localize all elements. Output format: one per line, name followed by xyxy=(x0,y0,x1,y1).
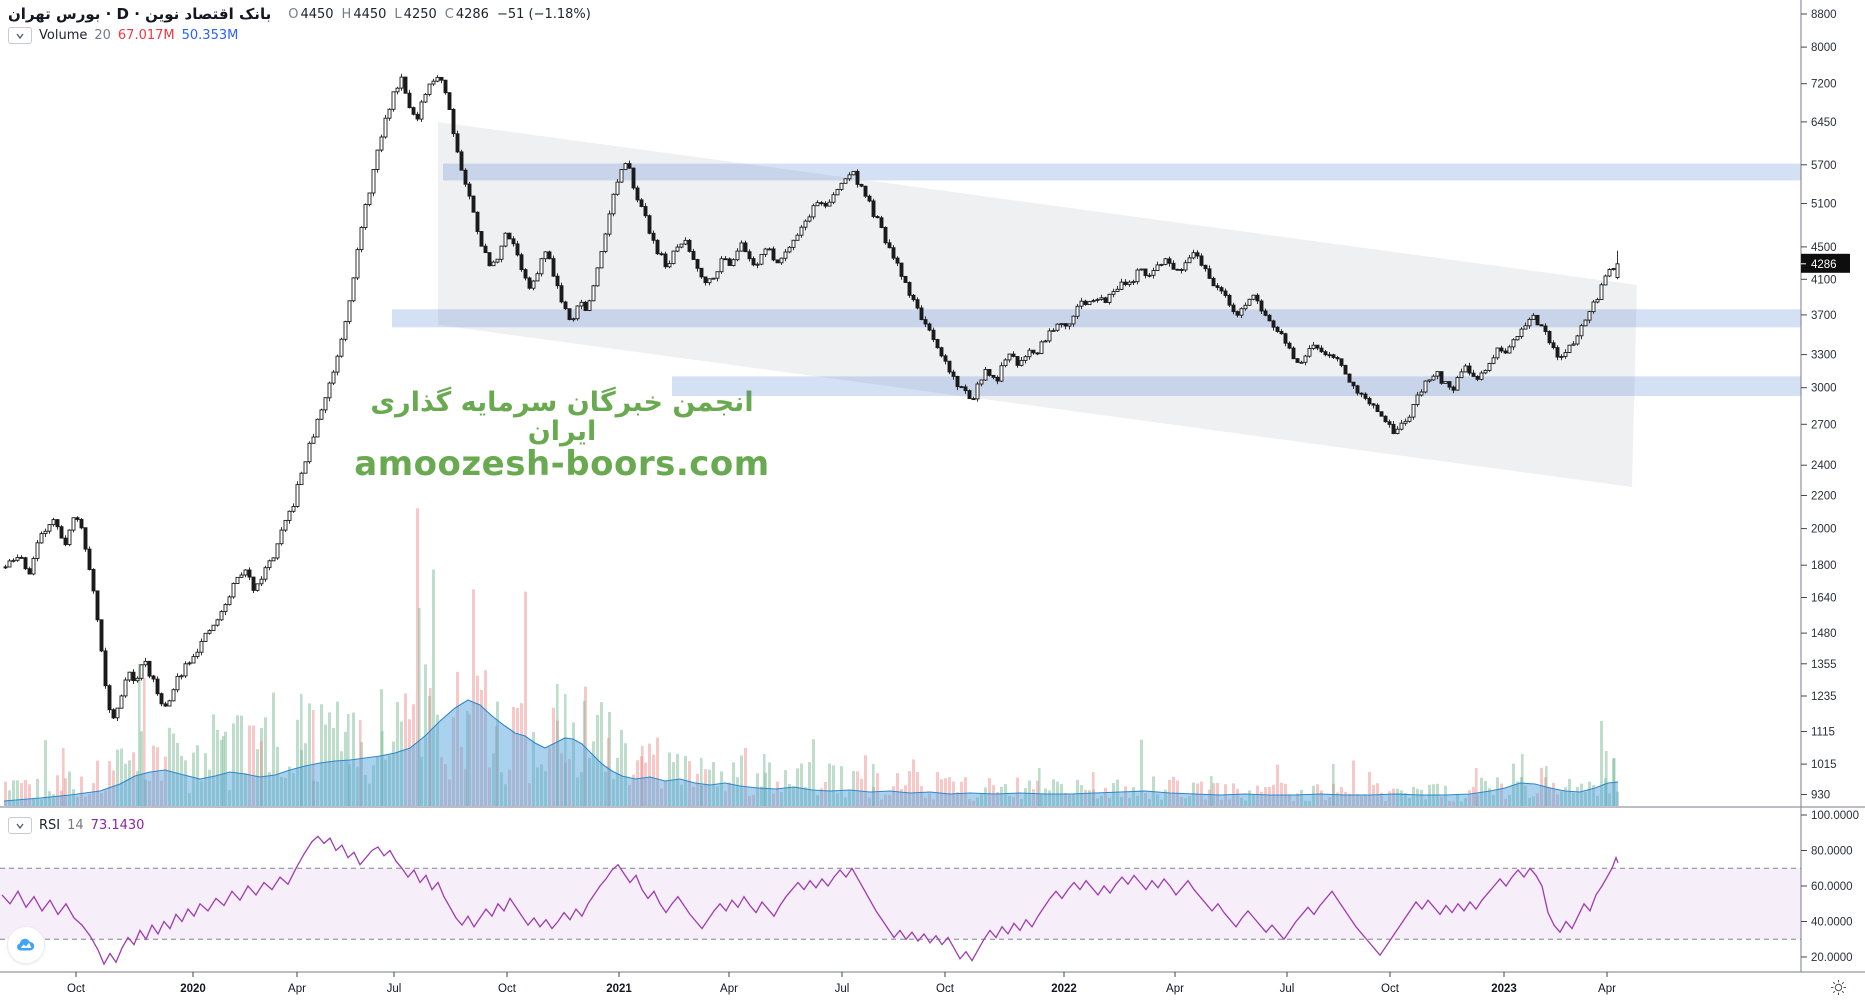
rsi-collapse-button[interactable] xyxy=(8,817,32,834)
price-tick-label: 930 xyxy=(1811,790,1830,802)
volume-ma-value: 50.353M xyxy=(181,28,239,43)
price-tick-label: 2000 xyxy=(1811,524,1837,536)
time-tick-label: Oct xyxy=(936,983,955,995)
price-tick-label: 5100 xyxy=(1811,199,1837,211)
price-tick-label: 3700 xyxy=(1811,310,1837,322)
time-tick-label: Apr xyxy=(720,983,738,995)
price-tick-label: 7200 xyxy=(1811,79,1837,91)
rsi-tick-label: 40.0000 xyxy=(1811,917,1853,929)
watermark: انجمن خبرگان سرمایه گذاری ایران amoozesh… xyxy=(352,388,772,483)
volume-bars xyxy=(4,508,1619,806)
rsi-line xyxy=(1,835,1619,966)
support-resistance-band-1[interactable] xyxy=(443,163,1801,181)
time-tick-label: 2022 xyxy=(1051,983,1077,995)
price-tick-label: 6450 xyxy=(1811,117,1837,129)
time-tick-label: Oct xyxy=(498,983,517,995)
time-tick-label: Oct xyxy=(1381,983,1400,995)
time-scale[interactable]: Oct 2020 Apr Jul Oct 2021 Apr Jul Oct 2022 Apr Jul O… xyxy=(67,972,1616,995)
volume-param: 20 xyxy=(94,28,111,43)
time-tick-label: 2021 xyxy=(606,983,632,995)
rsi-tick-label: 20.0000 xyxy=(1811,952,1853,964)
price-tick-label: 2400 xyxy=(1811,460,1837,472)
sun-settings-icon xyxy=(1830,979,1846,995)
support-resistance-band-3[interactable] xyxy=(672,376,1801,396)
time-tick-label: Apr xyxy=(1598,983,1616,995)
site-logo-button[interactable] xyxy=(7,926,45,964)
close-value: 4286 xyxy=(455,6,489,22)
time-tick-label: Jul xyxy=(835,983,850,995)
last-price-badge: 4286 xyxy=(1801,253,1850,273)
rsi-band-fill xyxy=(0,868,1801,940)
volume-ma-line xyxy=(3,699,1619,802)
time-axis-settings-button[interactable] xyxy=(1826,977,1850,997)
price-tick-label: 3000 xyxy=(1811,383,1837,395)
ohlc-values: O 4450 H 4450 L 4250 C 4286 −51 (−1.18%) xyxy=(288,7,591,22)
price-tick-label: 2700 xyxy=(1811,419,1837,431)
price-tick-label: 4500 xyxy=(1811,242,1837,254)
rsi-tick-label: 80.0000 xyxy=(1811,846,1853,858)
time-tick-label: 2023 xyxy=(1491,983,1517,995)
rsi-label: RSI xyxy=(39,818,61,833)
price-tick-label: 1235 xyxy=(1811,691,1837,703)
price-tick-label: 1800 xyxy=(1811,560,1837,572)
high-label: H xyxy=(341,6,352,22)
chevron-down-icon xyxy=(16,823,24,829)
open-label: O xyxy=(288,6,299,22)
symbol-title[interactable]: بانک اقتصاد نوین · D · بورس تهران xyxy=(8,5,272,23)
price-tick-label: 4100 xyxy=(1811,274,1837,286)
price-tick-label: 2200 xyxy=(1811,491,1837,503)
rsi-value: 73.1430 xyxy=(90,818,145,833)
low-label: L xyxy=(394,6,402,22)
price-tick-label: 1480 xyxy=(1811,628,1837,640)
candlestick-series xyxy=(3,73,1620,721)
volume-value: 67.017M xyxy=(117,28,175,43)
open-value: 4450 xyxy=(300,6,334,22)
chevron-down-icon xyxy=(16,33,24,39)
time-tick-label: Oct xyxy=(67,983,86,995)
rsi-tick-label: 100.0000 xyxy=(1811,810,1859,822)
price-tick-label: 1115 xyxy=(1811,727,1835,739)
svg-text:4286: 4286 xyxy=(1811,259,1837,271)
close-label: C xyxy=(444,6,454,22)
support-resistance-band-2[interactable] xyxy=(392,309,1801,328)
price-tick-label: 1640 xyxy=(1811,593,1837,605)
watermark-line2: amoozesh-boors.com xyxy=(354,444,770,485)
change-value: −51 (−1.18%) xyxy=(496,6,591,22)
symbol-legend[interactable]: بانک اقتصاد نوین · D · بورس تهران O 4450 … xyxy=(8,5,591,23)
low-value: 4250 xyxy=(403,6,437,22)
volume-ma-area xyxy=(4,700,1618,806)
volume-label: Volume xyxy=(39,28,88,43)
price-scale[interactable]: 8800 8000 7200 6450 5700 5100 4500 4100 3700 3300… xyxy=(1801,9,1837,802)
price-tick-label: 8000 xyxy=(1811,42,1837,54)
time-tick-label: Apr xyxy=(1166,983,1184,995)
rsi-param: 14 xyxy=(67,818,84,833)
rsi-tick-label: 60.0000 xyxy=(1811,881,1853,893)
volume-collapse-button[interactable] xyxy=(8,27,32,44)
high-value: 4450 xyxy=(353,6,387,22)
descending-channel[interactable] xyxy=(438,122,1637,487)
volume-legend[interactable]: Volume 20 67.017M 50.353M xyxy=(8,27,238,44)
time-tick-label: 2020 xyxy=(180,983,206,995)
price-tick-label: 1015 xyxy=(1811,759,1837,771)
mountain-cloud-icon xyxy=(17,938,35,951)
time-tick-label: Apr xyxy=(288,983,306,995)
time-tick-label: Jul xyxy=(387,983,402,995)
price-tick-label: 1355 xyxy=(1811,659,1837,671)
time-tick-label: Jul xyxy=(1280,983,1295,995)
price-tick-label: 8800 xyxy=(1811,9,1837,21)
rsi-legend[interactable]: RSI 14 73.1430 xyxy=(8,817,144,834)
watermark-line1: انجمن خبرگان سرمایه گذاری ایران xyxy=(370,387,754,448)
price-tick-label: 5700 xyxy=(1811,160,1837,172)
rsi-scale[interactable]: 100.0000 80.0000 60.0000 40.0000 20.0000 xyxy=(1801,810,1859,964)
price-tick-label: 3300 xyxy=(1811,350,1837,362)
